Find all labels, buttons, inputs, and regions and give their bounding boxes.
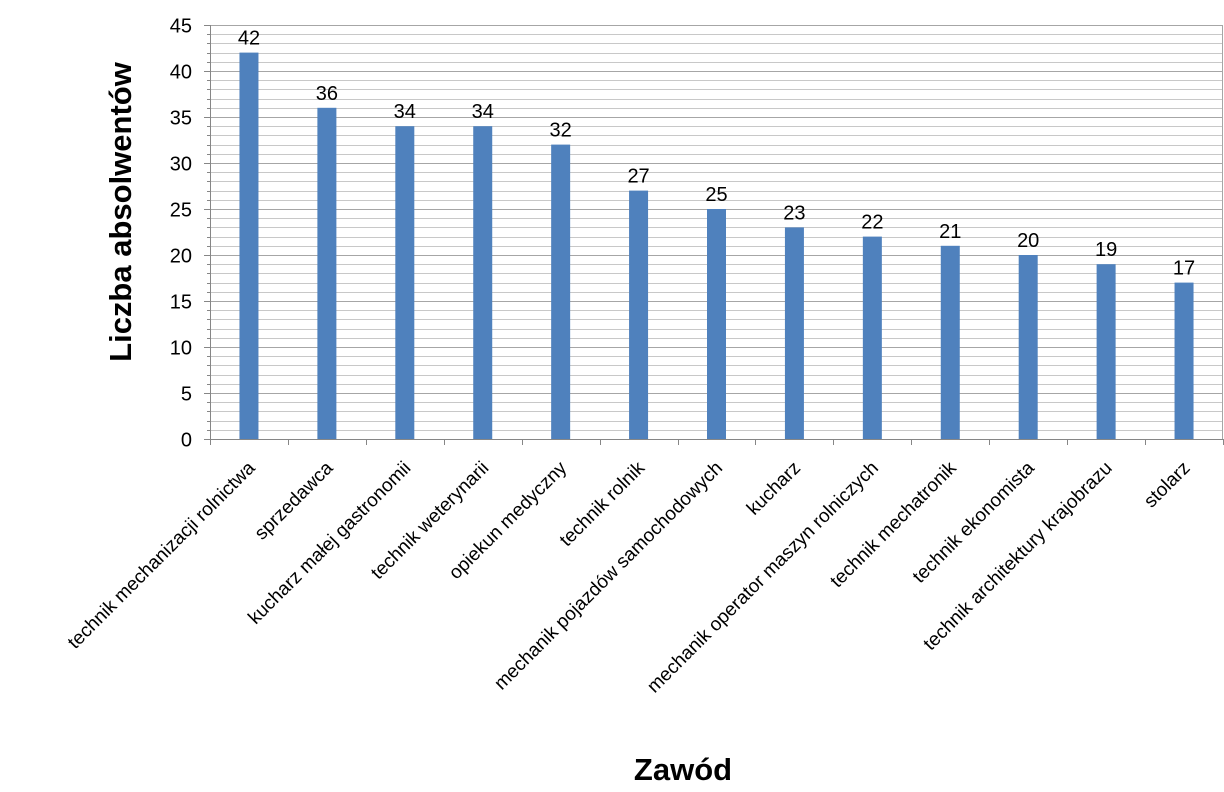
y-tick-label: 40: [170, 62, 192, 84]
x-tick-label: sprzedawca: [251, 457, 338, 544]
bar: [629, 190, 649, 439]
y-tick-label: 5: [181, 384, 192, 406]
bar: [239, 52, 259, 439]
data-label: 20: [1017, 230, 1039, 252]
bar: [1096, 264, 1116, 439]
data-label: 36: [316, 83, 338, 105]
x-tick-label: kucharz małej gastronomii: [244, 458, 415, 629]
bars-layer: [239, 52, 1194, 440]
bar: [317, 107, 337, 440]
data-label: 25: [705, 184, 727, 206]
y-tick-label: 30: [170, 154, 192, 176]
axes-layer: [204, 25, 1224, 445]
data-label: 23: [783, 202, 805, 224]
data-label: 32: [550, 120, 572, 142]
data-label: 19: [1095, 239, 1117, 261]
x-tick-label: technik mechanizacji rolnictwa: [64, 457, 260, 653]
bar: [1174, 282, 1194, 439]
x-tick-label: kucharz: [743, 458, 805, 520]
bar: [1018, 255, 1038, 439]
x-axis-title: Zawód: [634, 752, 732, 787]
y-tick-label: 45: [170, 16, 192, 38]
y-axis-title: Liczba absolwentów: [103, 61, 138, 362]
x-tick-label: stolarz: [1140, 458, 1194, 512]
bar: [940, 245, 960, 439]
data-label: 34: [472, 101, 494, 123]
y-tick-label: 25: [170, 200, 192, 222]
data-label: 21: [939, 221, 961, 243]
data-label: 42: [238, 28, 260, 50]
bar: [707, 209, 726, 439]
bar: [784, 227, 804, 439]
data-label: 34: [394, 101, 416, 123]
y-tick-label: 10: [170, 338, 192, 360]
bar: [473, 126, 493, 439]
data-label: 17: [1173, 258, 1195, 280]
y-tick-label: 20: [170, 246, 192, 268]
bar: [551, 144, 571, 439]
data-label: 27: [627, 166, 649, 188]
x-tick-label: technik mechatronik: [826, 457, 961, 592]
y-tick-label: 0: [181, 430, 192, 452]
y-tick-label: 15: [170, 292, 192, 314]
bar: [862, 236, 882, 439]
data-label: 22: [861, 212, 883, 234]
y-tick-label: 35: [170, 108, 192, 130]
bar: [395, 126, 415, 439]
